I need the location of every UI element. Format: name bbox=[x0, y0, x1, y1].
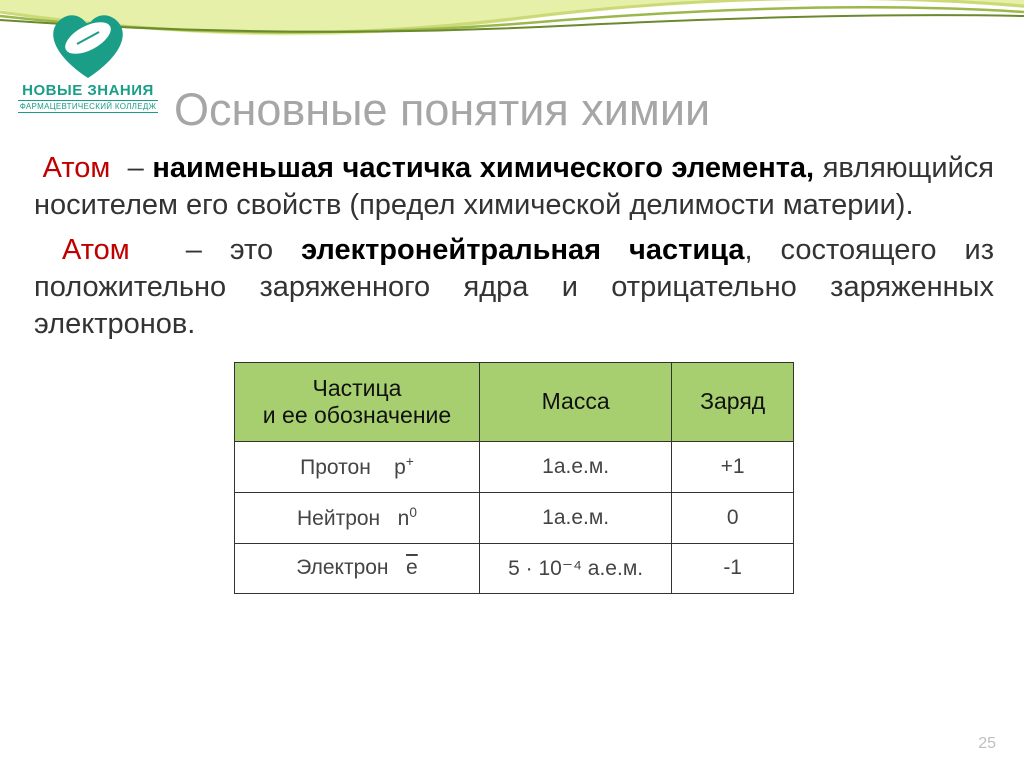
col-mass: Масса bbox=[480, 362, 672, 441]
cell-mass: 1а.е.м. bbox=[480, 441, 672, 492]
table-header-row: Частица и ее обозначение Масса Заряд bbox=[234, 362, 793, 441]
cell-particle: Нейтрон n0 bbox=[234, 492, 479, 543]
cell-charge: -1 bbox=[672, 543, 794, 593]
page-number: 25 bbox=[978, 735, 996, 753]
content-area: Атом – наименьшая частичка химического э… bbox=[34, 150, 994, 594]
bold-phrase-1: наименьшая частичка химического элемента… bbox=[152, 152, 814, 184]
cell-charge: 0 bbox=[672, 492, 794, 543]
cell-mass: 5 · 10⁻⁴ а.е.м. bbox=[480, 543, 672, 593]
logo: НОВЫЕ ЗНАНИЯ ФАРМАЦЕВТИЧЕСКИЙ КОЛЛЕДЖ bbox=[18, 10, 158, 113]
definition-paragraph-1: Атом – наименьшая частичка химического э… bbox=[34, 150, 994, 224]
logo-line1: НОВЫЕ ЗНАНИЯ bbox=[18, 82, 158, 99]
table-row: Электрон e 5 · 10⁻⁴ а.е.м. -1 bbox=[234, 543, 793, 593]
term-atom-2: Атом bbox=[62, 234, 130, 266]
table-row: Нейтрон n0 1а.е.м. 0 bbox=[234, 492, 793, 543]
bold-phrase-2: электронейтральная частица bbox=[301, 234, 744, 266]
definition-paragraph-2: Атом – это электронейтральная частица, с… bbox=[34, 232, 994, 343]
table-row: Протон p+ 1а.е.м. +1 bbox=[234, 441, 793, 492]
slide-title: Основные понятия химии bbox=[174, 84, 710, 136]
particle-table: Частица и ее обозначение Масса Заряд Про… bbox=[234, 362, 794, 594]
col-charge: Заряд bbox=[672, 362, 794, 441]
cell-particle: Протон p+ bbox=[234, 441, 479, 492]
cell-particle: Электрон e bbox=[234, 543, 479, 593]
term-atom-1: Атом bbox=[43, 152, 111, 184]
cell-mass: 1а.е.м. bbox=[480, 492, 672, 543]
col-particle: Частица и ее обозначение bbox=[234, 362, 479, 441]
cell-charge: +1 bbox=[672, 441, 794, 492]
heart-pill-icon bbox=[43, 10, 133, 80]
logo-line2: ФАРМАЦЕВТИЧЕСКИЙ КОЛЛЕДЖ bbox=[18, 100, 158, 113]
